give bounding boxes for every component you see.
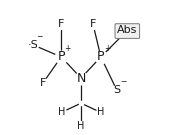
Text: −: − <box>36 32 43 41</box>
Text: P: P <box>97 50 105 63</box>
Text: H: H <box>77 121 85 131</box>
Text: P: P <box>57 50 65 63</box>
FancyBboxPatch shape <box>115 24 140 38</box>
Text: −: − <box>120 77 126 86</box>
Text: F: F <box>58 19 64 29</box>
Text: +: + <box>104 44 110 53</box>
Text: N: N <box>76 72 86 85</box>
Text: ·S: ·S <box>28 40 39 50</box>
Text: +: + <box>64 44 71 53</box>
Text: Abs: Abs <box>117 26 138 36</box>
Text: H: H <box>97 107 105 117</box>
Text: F: F <box>90 19 96 29</box>
Text: S: S <box>113 85 120 95</box>
Text: F: F <box>39 78 46 88</box>
Text: H: H <box>57 107 65 117</box>
